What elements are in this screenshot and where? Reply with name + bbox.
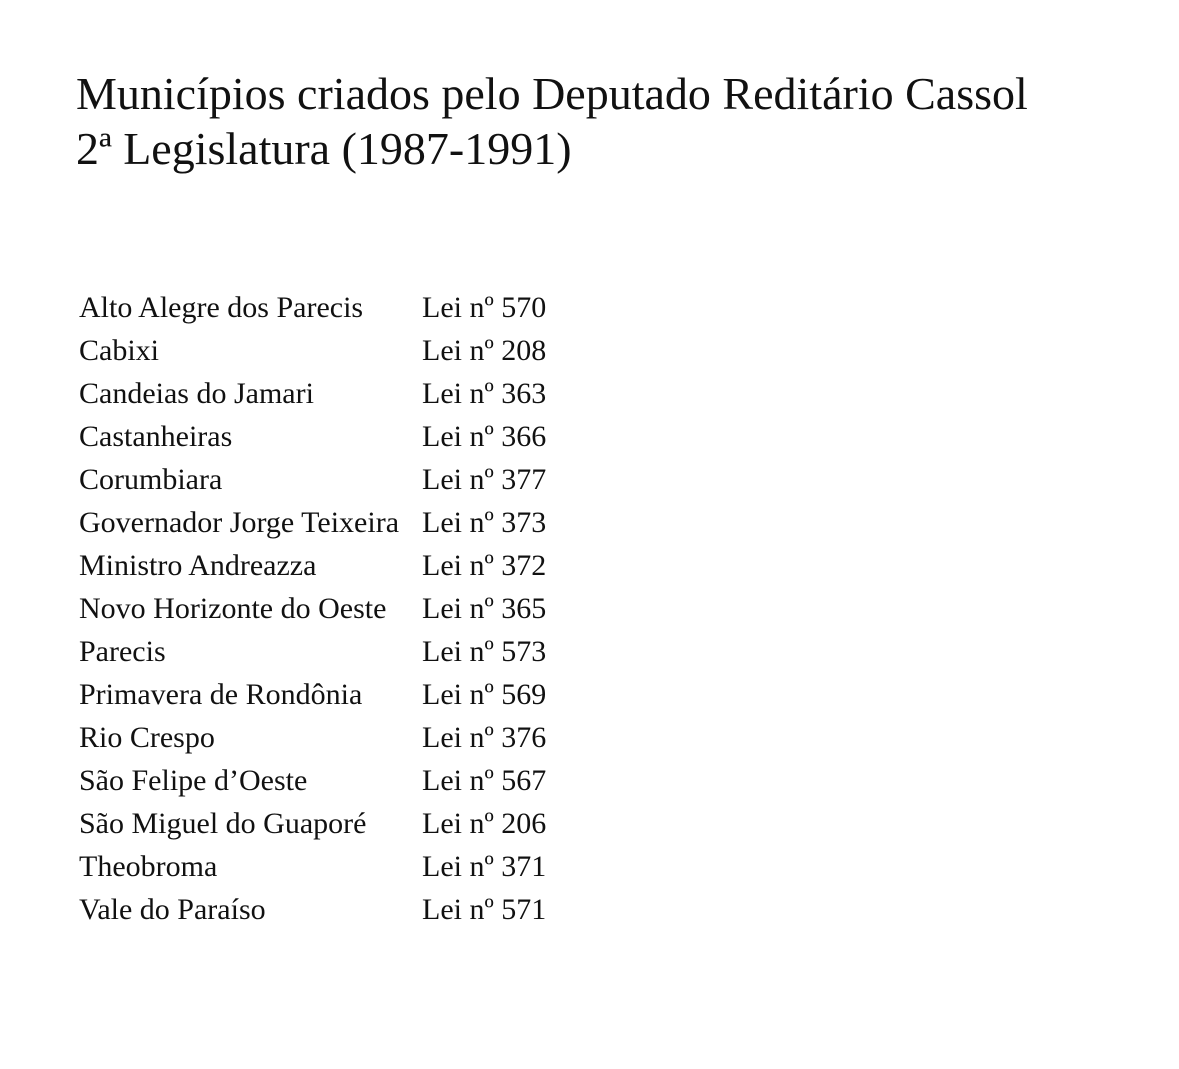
table-row: Primavera de Rondônia Lei nº 569 xyxy=(76,676,546,719)
law-number: Lei nº 365 xyxy=(422,592,547,625)
municipality-name: Theobroma xyxy=(79,850,218,883)
table-row: São Miguel do Guaporé Lei nº 206 xyxy=(76,805,546,848)
municipality-name: Castanheiras xyxy=(79,420,233,453)
law-number: Lei nº 570 xyxy=(422,291,547,324)
municipality-name: Vale do Paraíso xyxy=(79,893,266,926)
municipality-name: Novo Horizonte do Oeste xyxy=(79,592,387,625)
page-title: Municípios criados pelo Deputado Reditár… xyxy=(76,66,1028,176)
municipality-name: Candeias do Jamari xyxy=(79,377,314,410)
table-row: Castanheiras Lei nº 366 xyxy=(76,418,546,461)
law-number: Lei nº 376 xyxy=(422,721,547,754)
table-row: Theobroma Lei nº 371 xyxy=(76,848,546,891)
table-row: Parecis Lei nº 573 xyxy=(76,633,546,676)
municipality-name: Alto Alegre dos Parecis xyxy=(79,291,364,324)
law-number: Lei nº 567 xyxy=(422,764,547,797)
table-row: Novo Horizonte do Oeste Lei nº 365 xyxy=(76,590,546,633)
law-number: Lei nº 208 xyxy=(422,334,547,367)
law-number: Lei nº 366 xyxy=(422,420,547,453)
title-line-2: 2ª Legislatura (1987-1991) xyxy=(76,123,572,174)
municipality-name: Corumbiara xyxy=(79,463,223,496)
law-number: Lei nº 569 xyxy=(422,678,547,711)
table-row: Cabixi Lei nº 208 xyxy=(76,332,546,375)
municipality-name: Rio Crespo xyxy=(79,721,215,754)
municipality-name: São Felipe d’Oeste xyxy=(79,764,308,797)
municipality-name: São Miguel do Guaporé xyxy=(79,807,367,840)
municipalities-table: Alto Alegre dos Parecis Lei nº 570 Cabixi L… xyxy=(76,289,546,934)
law-number: Lei nº 371 xyxy=(422,850,547,883)
table-row: Governador Jorge Teixeira Lei nº 373 xyxy=(76,504,546,547)
law-number: Lei nº 363 xyxy=(422,377,547,410)
law-number: Lei nº 206 xyxy=(422,807,547,840)
title-line-1: Municípios criados pelo Deputado Reditár… xyxy=(76,68,1028,119)
table-row: Corumbiara Lei nº 377 xyxy=(76,461,546,504)
table-row: Alto Alegre dos Parecis Lei nº 570 xyxy=(76,289,546,332)
table-row: Vale do Paraíso Lei nº 571 xyxy=(76,891,546,934)
municipality-name: Cabixi xyxy=(79,334,159,367)
municipality-name: Ministro Andreazza xyxy=(79,549,317,582)
municipality-name: Primavera de Rondônia xyxy=(79,678,363,711)
law-number: Lei nº 571 xyxy=(422,893,547,926)
law-number: Lei nº 372 xyxy=(422,549,547,582)
law-number: Lei nº 377 xyxy=(422,463,547,496)
municipality-name: Governador Jorge Teixeira xyxy=(79,506,400,539)
law-number: Lei nº 373 xyxy=(422,506,547,539)
table-row: Ministro Andreazza Lei nº 372 xyxy=(76,547,546,590)
municipality-name: Parecis xyxy=(79,635,166,668)
law-number: Lei nº 573 xyxy=(422,635,547,668)
table-row: Candeias do Jamari Lei nº 363 xyxy=(76,375,546,418)
table-row: São Felipe d’Oeste Lei nº 567 xyxy=(76,762,546,805)
table-row: Rio Crespo Lei nº 376 xyxy=(76,719,546,762)
